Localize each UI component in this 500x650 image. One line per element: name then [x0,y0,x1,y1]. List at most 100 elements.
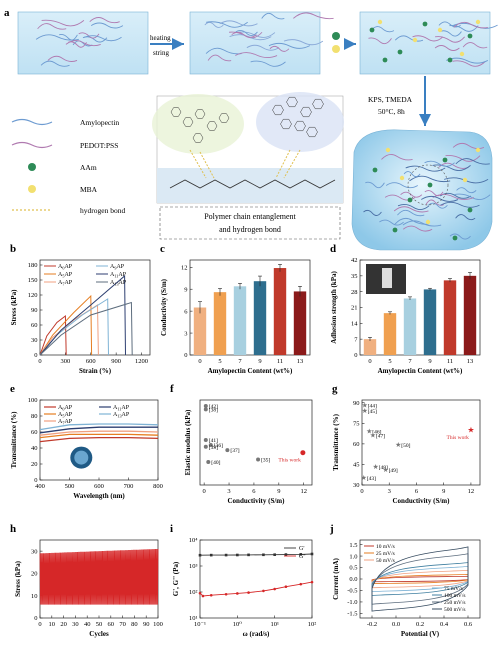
point-label: [49] [389,468,398,474]
y-tick-label: 20 [31,461,38,468]
legend-G': G' [299,546,304,552]
y-tick-label: 75 [353,421,360,428]
polyacrylamide-band [157,168,343,203]
mba-dot [475,19,481,25]
x-tick-label: 60 [108,621,115,628]
x-tick-label: 0.4 [440,621,449,628]
chain [269,45,290,52]
aam-dot [372,167,378,173]
aam-dot [392,227,398,233]
y-tick-label: 100 [28,397,38,404]
aam-legend-icon [28,163,36,171]
chain [421,195,459,202]
aam-dot [397,49,403,55]
y-tick-label: 90 [353,400,360,407]
point-label: [45] [368,409,377,415]
x-tick-label: 11 [447,358,453,365]
x-axis-title: ω (rad/s) [243,630,270,638]
point [203,403,208,408]
point-label: [44] [368,403,377,409]
legend-A9AP: A9AP [110,264,125,271]
chain [219,20,258,27]
x-tick-label: 70 [119,621,126,628]
legend-A0AP: A0AP [58,264,73,271]
x-axis-title: Amylopectin Content (wt%) [208,367,293,375]
y-tick-label: 21 [351,305,358,312]
chain [40,60,70,67]
marker [201,594,205,598]
mba-dot [437,27,443,33]
point-label: [50] [401,443,410,449]
chain [453,21,488,29]
x-tick-label: 6 [252,488,256,495]
x-tick-label: -0.2 [367,621,377,628]
x-tick-label: 300 [61,358,71,365]
point [203,444,208,449]
chain [462,42,488,49]
chain [452,60,486,67]
chain [65,40,101,47]
hydrogel-cube [351,129,493,251]
series-A7AP [39,430,159,436]
x-tick-label: 50 [96,621,103,628]
marker [236,553,239,557]
chain [439,192,472,199]
chain [293,12,334,20]
point [203,407,208,412]
x-axis-title: Amylopectin Content (wt%) [378,367,463,375]
x-tick-label: 700 [124,483,134,490]
x-tick-label: 12 [468,488,475,495]
legend-A7AP: A7AP [58,280,73,287]
chain [90,22,124,29]
chain [207,54,232,62]
series-A13AP [39,301,133,356]
x-tick-label: 30 [72,621,79,628]
chain [439,30,462,37]
star-point: ★ [362,407,368,415]
point [203,437,208,442]
legend-hbond: hydrogen bond [80,206,125,215]
y-tick-label: 0.0 [349,576,357,583]
y-tick-label: 40 [31,445,38,452]
chain [246,44,280,51]
mba-dot [475,147,481,153]
chain [434,45,460,51]
x-tick-label: 13 [467,358,474,365]
mba-icon [332,45,340,53]
aam-dot [447,57,453,63]
bar-13 [293,291,307,355]
y-axis-title: Current (mA) [332,558,340,600]
chain [205,47,242,55]
y-tick-label: 0 [354,352,357,359]
series-A11AP [39,274,126,356]
step-string: string [153,49,169,57]
chain [397,209,425,217]
ring [206,121,218,131]
y-axis-title: Transmittance (%) [332,413,340,470]
bar-9 [253,281,267,355]
x-tick-label: 900 [111,358,121,365]
chain [428,202,448,209]
chain [440,201,480,208]
bar-5 [213,292,227,355]
y-tick-label: 90 [31,307,38,314]
chain [397,203,430,210]
chain [432,164,471,171]
chain [370,26,395,33]
panel-i: i 10⁻¹ 10⁰ 10¹ 10² 10¹ 10² 10³ 10⁴ G' G'' ω (rad/s)… [170,523,316,638]
star-point: ★ [366,428,372,436]
chain [446,57,489,64]
ring [280,118,292,130]
hydrogel-network [351,129,493,251]
chain [261,12,285,20]
legend-pedot: PEDOT:PSS [80,141,118,150]
point-label: [36] [214,443,223,449]
bar-7 [403,298,417,355]
series-A11AP [39,426,158,434]
aam-dot [442,157,448,163]
chain [37,23,67,30]
chain [434,36,466,43]
legend-A7AP: A7AP [58,419,73,426]
y-tick-label: 60 [31,429,38,436]
marker [273,587,276,591]
